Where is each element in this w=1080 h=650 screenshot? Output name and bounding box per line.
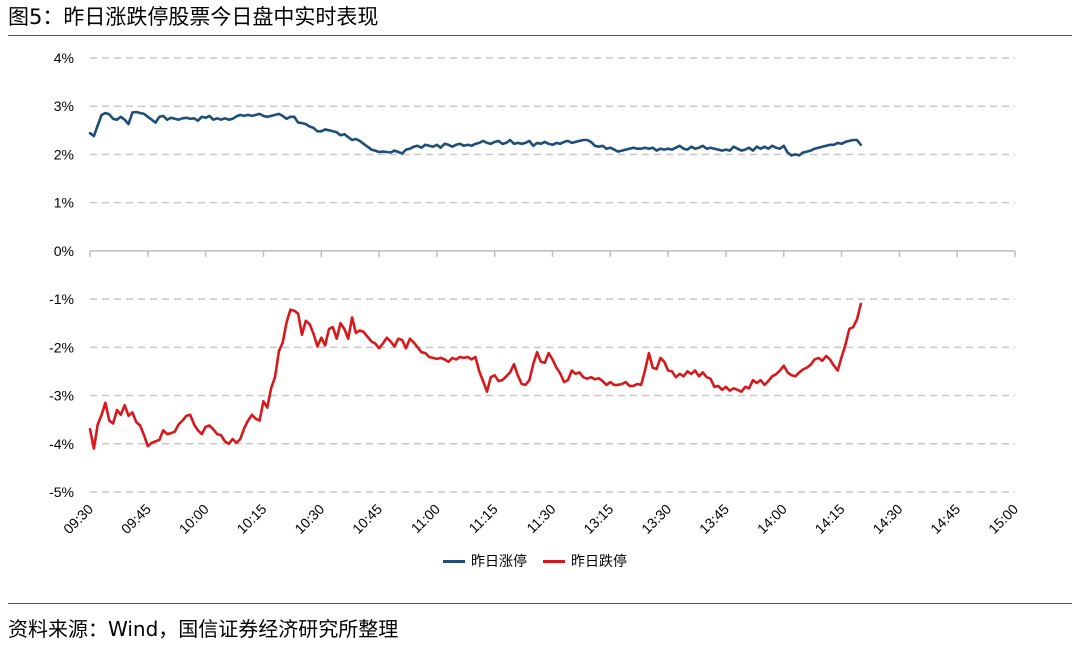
legend-swatch-limit-down (543, 559, 565, 563)
y-tick-label: 1% (54, 195, 74, 211)
y-tick-label: 4% (54, 50, 74, 66)
x-tick-label: 13:45 (696, 501, 732, 537)
y-tick-label: 0% (54, 243, 74, 259)
chart-title: 图5：昨日涨跌停股票今日盘中实时表现 (8, 5, 379, 29)
axis-layer: 4% 3% 2% 1% 0% -1% -2% -3% -4% -5%09:30 09:45 10:00… (49, 50, 1021, 537)
legend-item-limit-up: 昨日涨停 (443, 551, 527, 571)
x-tick-label: 10:15 (233, 501, 269, 537)
y-tick-label: -3% (49, 388, 74, 404)
series-layer (88, 110, 863, 450)
x-tick-label: 14:15 (812, 501, 848, 537)
source-note: 资料来源：Wind，国信证券经济研究所整理 (8, 617, 399, 641)
grid-layer (90, 57, 1015, 493)
legend-item-limit-down: 昨日跌停 (543, 551, 627, 571)
y-tick-label: 3% (54, 98, 74, 114)
y-tick-label: 2% (54, 146, 74, 162)
x-tick-label: 14:30 (869, 501, 905, 537)
y-tick-label: -4% (49, 436, 74, 452)
legend-label-limit-up: 昨日涨停 (471, 554, 527, 570)
y-tick-label: -1% (49, 291, 74, 307)
x-tick-label: 13:15 (580, 501, 616, 537)
series-line-limit-down (88, 302, 863, 450)
x-tick-label: 11:15 (465, 501, 501, 537)
series-line-limit-up (88, 110, 863, 157)
top-rule (8, 35, 1072, 36)
x-tick-label: 09:45 (118, 501, 154, 537)
x-tick-label: 14:00 (754, 501, 790, 537)
x-tick-label: 14:45 (927, 501, 963, 537)
bottom-rule (8, 603, 1072, 604)
x-tick-label: 09:30 (60, 501, 96, 537)
x-tick-label: 13:30 (638, 501, 674, 537)
x-tick-label: 15:00 (985, 501, 1021, 537)
x-tick-label: 10:30 (291, 501, 327, 537)
y-tick-label: -5% (49, 484, 74, 500)
legend-label-limit-down: 昨日跌停 (571, 554, 627, 570)
y-tick-label: -2% (49, 339, 74, 355)
legend-swatch-limit-up (443, 559, 465, 563)
x-tick-label: 10:00 (176, 501, 212, 537)
legend: 昨日涨停 昨日跌停 (443, 551, 627, 571)
x-tick-label: 10:45 (349, 501, 385, 537)
x-tick-label: 11:00 (408, 501, 444, 537)
line-chart: 4% 3% 2% 1% 0% -1% -2% -3% -4% -5%09:30 09:45 10:00… (49, 50, 1021, 537)
x-tick-label: 11:30 (523, 501, 559, 537)
